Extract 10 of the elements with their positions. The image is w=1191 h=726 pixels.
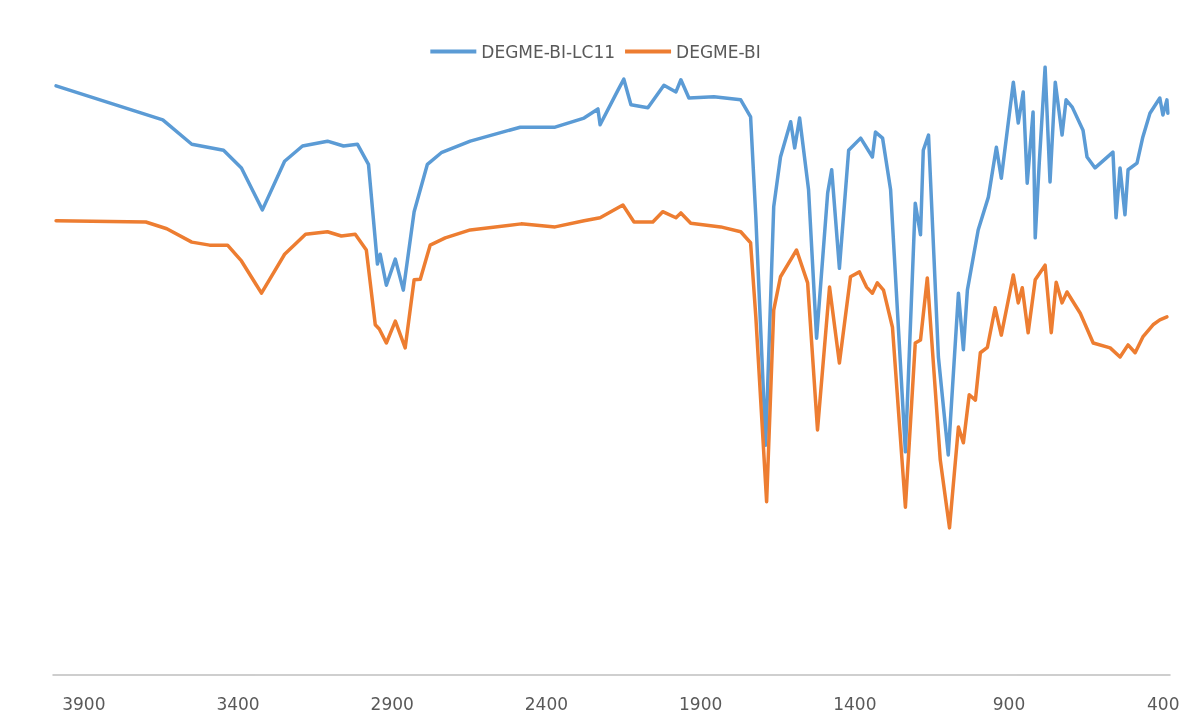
x-tick-label: 900 — [992, 693, 1026, 714]
x-tick-label: 2400 — [524, 693, 569, 714]
x-tick-label: 3400 — [216, 693, 260, 714]
legend-label: DEGME-BI — [676, 41, 761, 62]
x-tick-label: 3900 — [62, 693, 106, 714]
x-tick-label: 1900 — [678, 693, 723, 714]
x-tick-label: 2900 — [370, 693, 414, 714]
x-tick-label: 1400 — [833, 693, 877, 714]
x-tick-label: 400 — [1146, 693, 1180, 714]
legend-label: DEGME-BI-LC11 — [481, 41, 616, 62]
